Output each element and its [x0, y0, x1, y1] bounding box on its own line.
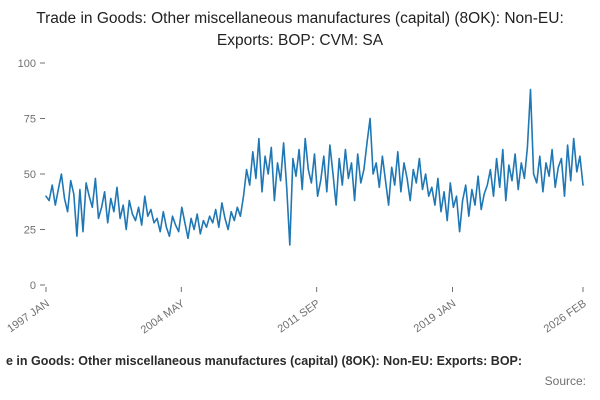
chart-title: Trade in Goods: Other miscellaneous manu…: [36, 10, 564, 49]
x-tick-label: 2011 SEP: [276, 298, 323, 336]
y-tick-label: 25: [24, 225, 36, 237]
source-label: Source:: [544, 374, 586, 388]
data-series-line: [45, 89, 584, 247]
y-tick-label: 50: [24, 169, 36, 181]
x-tick-label: 2019 JAN: [412, 298, 459, 336]
x-tick-label: 2004 MAY: [139, 298, 188, 337]
footer-caption: e in Goods: Other miscellaneous manufact…: [6, 354, 523, 368]
x-tick-label: 1997 JAN: [5, 298, 52, 336]
chart-footer: e in Goods: Other miscellaneous manufact…: [0, 354, 600, 388]
y-tick-label: 0: [30, 280, 36, 292]
y-tick-label: 100: [18, 58, 36, 70]
y-tick-label: 75: [24, 114, 36, 126]
time-series-chart: 0 25 50 75 100 1997 JAN 2004 MAY 2011 SEP 2019 J…: [5, 58, 589, 337]
x-tick-label: 2026 FEB: [542, 298, 589, 336]
